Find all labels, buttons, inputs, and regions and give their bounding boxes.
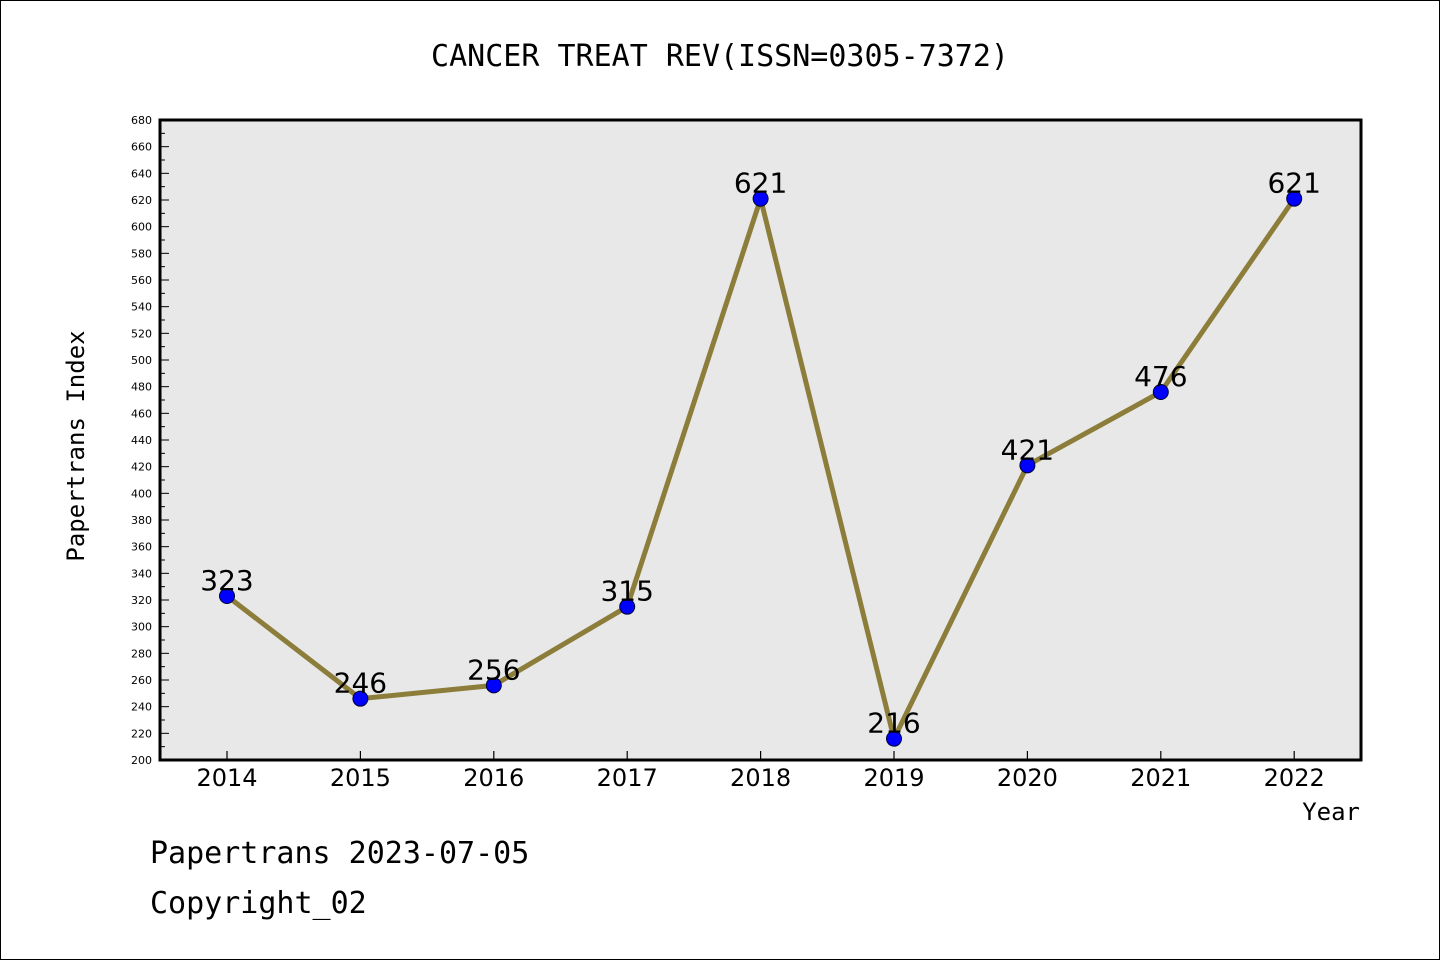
y-tick-label: 660	[131, 141, 152, 154]
data-point	[752, 190, 769, 207]
y-tick-label: 420	[131, 461, 152, 474]
markers-group	[219, 190, 1303, 747]
y-tick-label: 320	[131, 594, 152, 607]
y-tick-label: 360	[131, 541, 152, 554]
data-label: 421	[1001, 433, 1054, 466]
x-tick-label: 2022	[1264, 764, 1325, 792]
data-point	[886, 730, 902, 747]
data-label: 323	[200, 564, 253, 597]
x-tick-label: 2014	[196, 764, 257, 792]
x-tick-label: 2016	[463, 764, 524, 792]
x-tick-label: 2021	[1130, 764, 1191, 792]
data-point	[1286, 190, 1303, 207]
y-tick-label: 400	[131, 487, 152, 500]
y-tick-label: 680	[131, 114, 152, 127]
data-label: 256	[467, 653, 520, 686]
y-tick-label: 200	[131, 754, 152, 767]
y-tick-label: 580	[131, 247, 152, 260]
y-tick-label: 340	[131, 567, 152, 580]
data-label: 621	[1267, 167, 1320, 200]
data-point	[352, 690, 369, 707]
y-tick-label: 460	[131, 407, 152, 420]
data-label: 476	[1134, 360, 1187, 393]
y-tick-label: 640	[131, 167, 152, 180]
plot-area	[158, 118, 1363, 762]
y-tick-label: 440	[131, 434, 152, 447]
y-tick-label: 280	[131, 647, 152, 660]
y-tick-label: 300	[131, 621, 152, 634]
chart-title: CANCER TREAT REV(ISSN=0305-7372)	[431, 39, 1009, 74]
data-point	[219, 588, 235, 604]
y-tick-label: 480	[131, 381, 152, 394]
y-tick-label: 540	[131, 301, 152, 314]
y-tick-label: 520	[131, 327, 152, 340]
data-label: 216	[867, 707, 920, 740]
x-tick-label: 2018	[730, 764, 791, 792]
x-tick-label: 2015	[330, 764, 391, 792]
footer-copyright: Copyright_02	[150, 886, 367, 921]
y-tick-label: 560	[131, 274, 152, 287]
data-point	[485, 677, 502, 694]
y-tick-label: 500	[131, 354, 152, 367]
y-tick-label: 620	[131, 194, 152, 207]
data-point	[619, 598, 636, 615]
x-tick-label: 2020	[997, 764, 1058, 792]
y-tick-label: 380	[131, 514, 152, 527]
x-tick-label: 2017	[597, 764, 658, 792]
y-tick-label: 260	[131, 674, 152, 687]
y-axis: 200 220 240 260 280 300 320 340 360 380 400 420 440 4…	[131, 114, 169, 767]
x-axis: 2014 2015 2016 2017 2018 2019 2020 2021 2022	[196, 751, 1325, 792]
data-label: 315	[600, 575, 653, 608]
y-tick-label: 600	[131, 221, 152, 234]
data-point	[1019, 457, 1036, 474]
footer-date: Papertrans 2023-07-05	[150, 836, 529, 871]
x-axis-label: Year	[1302, 798, 1360, 826]
y-tick-label: 220	[131, 727, 152, 740]
data-label: 621	[734, 167, 787, 200]
y-tick-label: 240	[131, 701, 152, 714]
data-point	[1152, 384, 1169, 400]
data-labels-group: 323 246 256 315 621 216 421 476 621	[200, 167, 1321, 740]
y-axis-label: Papertrans Index	[62, 330, 90, 561]
x-tick-label: 2019	[863, 764, 924, 792]
data-label: 246	[334, 667, 387, 700]
